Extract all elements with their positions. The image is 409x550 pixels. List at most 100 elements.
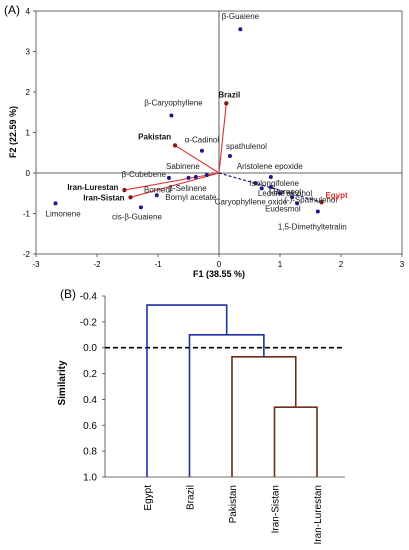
- point-cadinol: [199, 148, 204, 153]
- label-l-borneol: l-Borneol: [269, 187, 301, 196]
- point-eudesmol: [295, 201, 300, 206]
- label-eudesmol: Eudesmol: [265, 204, 301, 213]
- dendrogram-y-tick-label: -0.2: [80, 317, 98, 328]
- sample-point-brazil: [224, 101, 229, 106]
- label-caryophyllene-oxide: Caryophyllene oxide: [215, 197, 288, 206]
- biplot-y-ticks: -2 -1 0 1 2 3 4: [23, 7, 36, 259]
- point-l-borneol: [278, 191, 282, 196]
- sample-label-pakistan: Pakistan: [138, 132, 171, 141]
- dendrogram-leaf-labels: Egypt Brazil Pakistan Iran-Sistan Iran-Lures…: [143, 485, 324, 545]
- dendrogram-y-tick-label: 0.2: [83, 369, 97, 380]
- point-spathulenol: [290, 195, 295, 200]
- vector-brazil: [218, 103, 227, 174]
- label-spathulenol: (-)-Spathulenol: [284, 195, 337, 204]
- leaf-label-brazil: Brazil: [186, 485, 197, 510]
- dendrogram-y-tick-label: 1.0: [83, 473, 97, 484]
- leaf-label-iran-lurestan: Iran-Lurestan: [313, 485, 324, 544]
- sample-label-brazil: Brazil: [218, 90, 240, 99]
- biplot-x-axis-label: F1 (38.55 %): [193, 269, 245, 279]
- dendrogram-y-ticks: -0.4 -0.2 0.0 0.2 0.4 0.6 0.8 1.0: [80, 292, 105, 484]
- label-borneol: Borneol: [144, 185, 172, 194]
- dendrogram-y-tick-label: 0.4: [83, 395, 97, 406]
- label-bornyl-acetate: Bornyl acetate: [165, 193, 217, 202]
- biplot-y-tick-label: -1: [23, 210, 31, 219]
- label-caryophyllene: β-Caryophyllene: [144, 98, 203, 107]
- biplot-points: [53, 27, 324, 214]
- label-cadinol: α-Cadinol: [185, 136, 220, 145]
- sample-point-iran-lurestan: [122, 187, 127, 193]
- biplot-vectors: [124, 103, 322, 203]
- point-1-5-dimethyltetralin: [315, 209, 320, 214]
- dendrogram-y-tick-label: -0.4: [80, 292, 98, 303]
- dendrogram-y-tick-label: 0.6: [83, 421, 97, 432]
- dendrogram-y-tick-label: 0.0: [83, 343, 97, 354]
- label-limonene: Limonene: [46, 209, 82, 218]
- sample-point-iran-sistan: [128, 195, 133, 200]
- vector-iran-sistan: [130, 172, 220, 198]
- dendrogram-links: [146, 304, 318, 477]
- biplot-x-tick-label: 1: [278, 260, 283, 269]
- point-aristolene-epoxide: [268, 175, 273, 180]
- point-guaiene: [238, 27, 243, 32]
- biplot-x-tick-label: -1: [154, 260, 162, 269]
- label-cubebene: β-Cubebene: [122, 170, 167, 179]
- point-borneol: [154, 193, 159, 198]
- biplot-x-tick-label: -3: [32, 260, 40, 269]
- leaf-label-iran-sistan: Iran-Sistan: [271, 485, 282, 533]
- dendrogram-y-tick-label: 0.8: [83, 447, 97, 458]
- label-guaiene: β-Guaiene: [222, 12, 260, 21]
- dendrogram-link-4: [146, 304, 228, 477]
- label-sabinene: Sabinene: [166, 162, 200, 171]
- leaf-label-egypt: Egypt: [143, 485, 154, 511]
- biplot-y-tick-label: -2: [23, 250, 31, 259]
- sample-label-egypt: Egypt: [325, 191, 348, 200]
- point-limonene: [53, 201, 58, 206]
- dendrogram: -0.4 -0.2 0.0 0.2 0.4 0.6 0.8 1.0 Similarity Eg…: [57, 292, 345, 545]
- sample-label-iran-lurestan: Iran-Lurestan: [67, 183, 118, 192]
- point-selinene: [186, 175, 191, 180]
- point-bornyl-acetate: [193, 175, 198, 180]
- vector-iran-lurestan: [124, 172, 220, 191]
- biplot-x-ticks: -3 -2 -1 0 1 2 3: [32, 254, 405, 269]
- biplot-y-tick-label: 1: [26, 129, 31, 138]
- dendrogram-link-1: [273, 406, 318, 477]
- panel-a-label: (A): [4, 3, 20, 17]
- point-spathulenol: [227, 153, 232, 158]
- point-isolongifolene: [253, 181, 258, 186]
- label-cis-guaiene: cis-β-Guaiene: [112, 212, 163, 221]
- vector-egypt: [218, 172, 322, 203]
- label-spathulenol: spathulenol: [226, 142, 267, 151]
- sample-point-pakistan: [172, 143, 178, 148]
- sample-label-iran-sistan: Iran-Sistan: [83, 193, 124, 202]
- dendrogram-link-2: [231, 355, 297, 477]
- label-aristolene-epoxide: Aristolene epoxide: [237, 162, 303, 171]
- label-1-5-dimethyltetralin: 1,5-Dimethyltetralin: [278, 222, 347, 231]
- biplot-x-tick-label: 2: [339, 260, 344, 269]
- biplot-x-tick-label: 3: [400, 260, 405, 269]
- label-ledene-alcohol: Ledene alcohol: [258, 189, 312, 198]
- label-selinene: β-Selinene: [168, 184, 207, 193]
- point-caryophyllene-oxide: [259, 186, 264, 191]
- biplot-x-tick-label: 0: [217, 260, 222, 269]
- label-isolongifolene: Isolongifolene: [250, 179, 300, 188]
- sample-point-egypt: [319, 199, 324, 205]
- biplot-y-tick-label: 2: [26, 88, 31, 97]
- vector-pakistan: [174, 144, 220, 174]
- leaf-label-pakistan: Pakistan: [228, 485, 239, 523]
- biplot-x-tick-label: -2: [93, 260, 101, 269]
- biplot-y-tick-label: 0: [26, 169, 31, 178]
- panel-b-label: (B): [60, 287, 76, 301]
- dendrogram-y-axis-label: Similarity: [57, 360, 68, 405]
- point-caryophyllene: [169, 113, 174, 118]
- dendrogram-link-3: [188, 333, 265, 477]
- point-cis-guaiene: [138, 205, 143, 210]
- point-sabinene: [204, 173, 209, 178]
- biplot-y-tick-label: 3: [26, 48, 31, 57]
- biplot-y-tick-label: 4: [26, 7, 31, 16]
- biplot-y-axis-label: F2 (22.59 %): [8, 106, 18, 158]
- point-cubebene: [166, 175, 171, 180]
- point-ledene-alcohol: [268, 185, 273, 190]
- biplot-labels: β-Guaiene β-Caryophyllene α-Cadinol spathul…: [46, 12, 349, 231]
